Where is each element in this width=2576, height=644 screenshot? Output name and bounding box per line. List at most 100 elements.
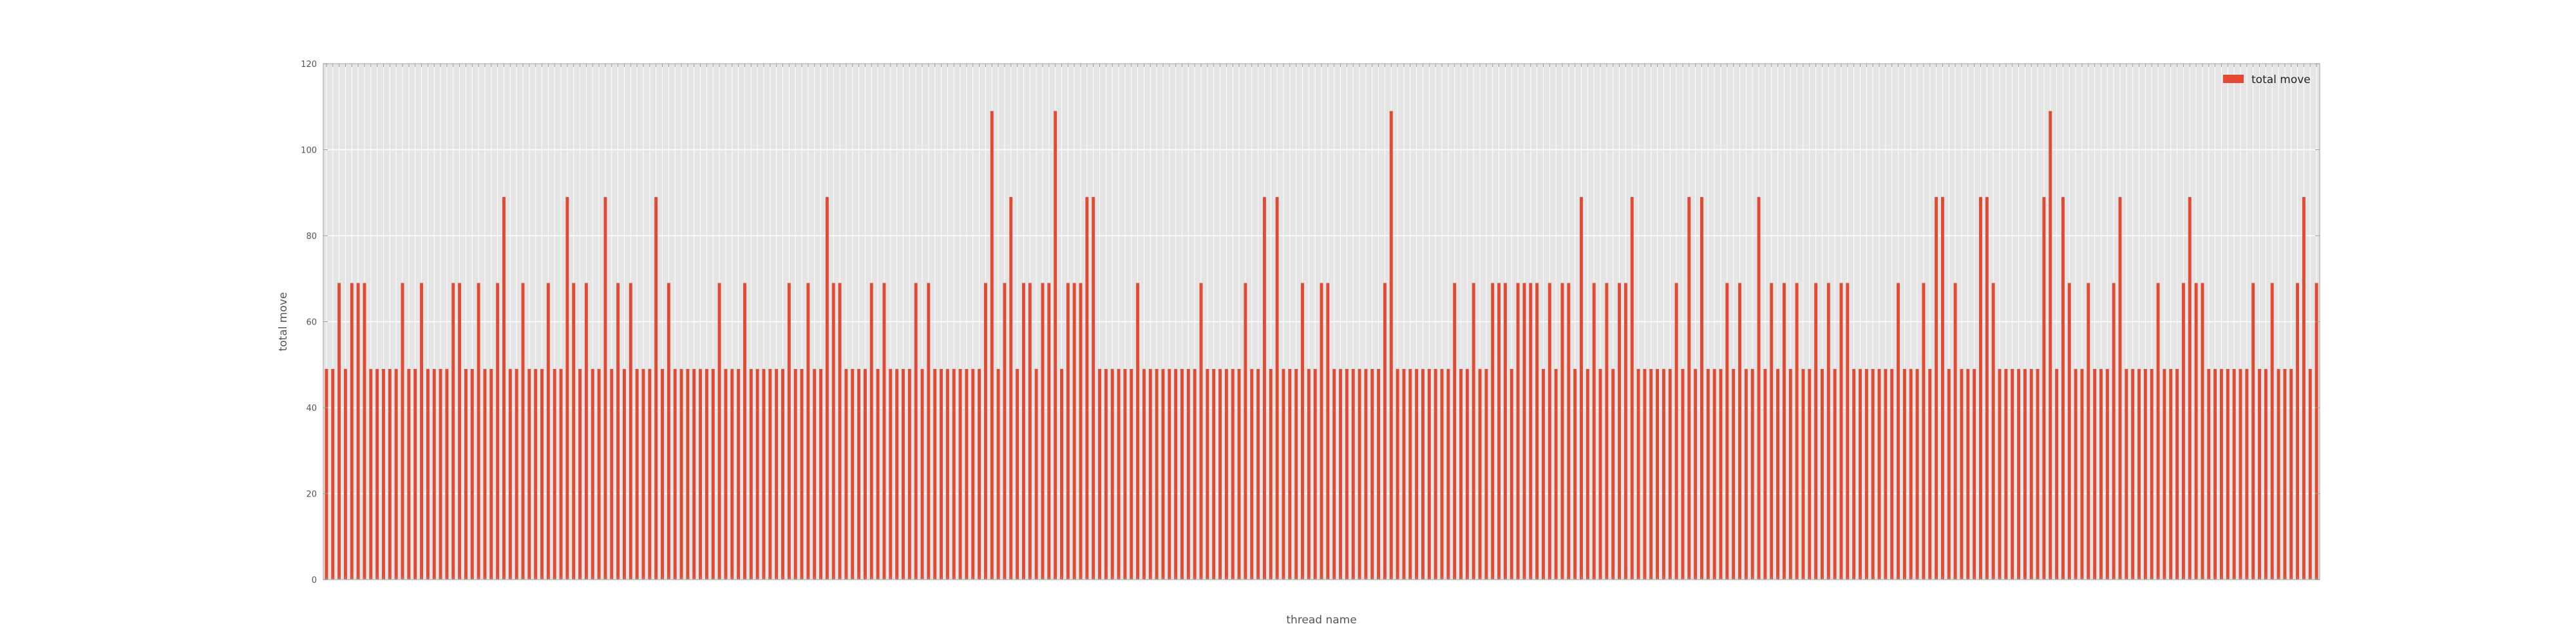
bar (489, 368, 493, 580)
bar (667, 283, 670, 580)
bar (2251, 283, 2255, 580)
bar (1935, 196, 1938, 580)
bar (1136, 283, 1140, 580)
bar (369, 368, 373, 580)
bar (673, 368, 677, 580)
bar (1826, 283, 1830, 580)
y-tick-label: 80 (306, 232, 317, 242)
bar (1573, 368, 1577, 580)
bar (1009, 196, 1013, 580)
bar (1516, 283, 1520, 580)
bar (2067, 283, 2071, 580)
bar (787, 283, 791, 580)
bar (1940, 196, 1944, 580)
bar (603, 196, 607, 580)
y-tick-label: 40 (306, 404, 317, 413)
bar (2011, 368, 2014, 580)
bar (2143, 368, 2147, 580)
bar (534, 368, 538, 580)
bar (2004, 368, 2008, 580)
bar (2061, 196, 2065, 580)
bar (1427, 368, 1431, 580)
bar (1491, 283, 1495, 580)
bar (1541, 368, 1545, 580)
bar (578, 368, 582, 580)
bar (762, 368, 766, 580)
bar (508, 368, 512, 580)
bar (1098, 368, 1102, 580)
bar (1003, 283, 1007, 580)
bar (781, 368, 784, 580)
bar (1060, 368, 1063, 580)
bar (1884, 368, 1888, 580)
bar (1864, 368, 1868, 580)
bar (965, 368, 969, 580)
bar (527, 368, 531, 580)
bar (1966, 368, 1970, 580)
bar (1681, 368, 1685, 580)
bar (1130, 368, 1133, 580)
bar (819, 368, 822, 580)
bar (445, 368, 449, 580)
bar (1560, 283, 1564, 580)
bar (1079, 283, 1083, 580)
bar (1719, 368, 1723, 580)
bar (895, 368, 899, 580)
bar (1522, 283, 1526, 580)
bar (1510, 368, 1513, 580)
bar (1712, 368, 1716, 580)
legend-label: total move (2251, 73, 2311, 86)
bar (775, 368, 779, 580)
bar (623, 368, 626, 580)
y-tick-label: 120 (301, 60, 317, 70)
bar (1110, 368, 1114, 580)
bar (1320, 283, 1323, 580)
bar (1155, 368, 1159, 580)
bar (1402, 368, 1406, 580)
bar (1529, 283, 1533, 580)
bar (945, 368, 949, 580)
bar (1567, 283, 1571, 580)
bar (540, 368, 544, 580)
bar (1231, 368, 1235, 580)
bar (496, 283, 500, 580)
bar (1922, 283, 1926, 580)
bar (1446, 368, 1450, 580)
bar (1947, 368, 1951, 580)
bar (1326, 283, 1330, 580)
bar (1484, 368, 1488, 580)
bar (1389, 111, 1393, 580)
bar (1066, 283, 1070, 580)
bar (1377, 368, 1381, 580)
bar (2207, 368, 2211, 580)
bar (1034, 368, 1038, 580)
bar (1294, 368, 1298, 580)
bar (1738, 283, 1741, 580)
bar (515, 368, 518, 580)
bar (990, 111, 994, 580)
bar (1168, 368, 1171, 580)
bar (464, 368, 468, 580)
bar (844, 368, 848, 580)
bar (2131, 368, 2135, 580)
bar (2093, 368, 2097, 580)
bar (1909, 368, 1913, 580)
bar (1757, 196, 1761, 580)
bar (1459, 368, 1463, 580)
bar (1250, 368, 1254, 580)
bar (1808, 368, 1812, 580)
bar (2087, 283, 2090, 580)
bar (2125, 368, 2128, 580)
bar (1085, 196, 1089, 580)
bar (1592, 283, 1596, 580)
bar (451, 283, 455, 580)
bar (1554, 368, 1558, 580)
bar (1897, 283, 1900, 580)
bar (1218, 368, 1222, 580)
bar (426, 368, 430, 580)
bar (1859, 368, 1862, 580)
bar (2137, 368, 2141, 580)
bar (1649, 368, 1653, 580)
y-tick-label: 0 (312, 576, 317, 585)
